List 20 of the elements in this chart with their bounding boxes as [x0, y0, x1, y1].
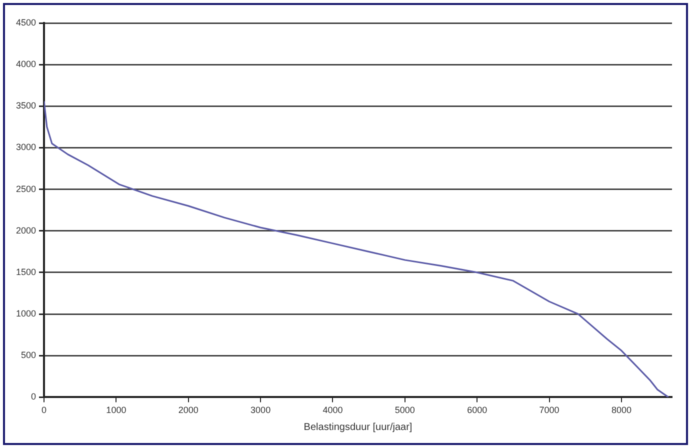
y-tick-label: 2500	[16, 184, 36, 194]
x-axis-title: Belastingsduur [uur/jaar]	[304, 422, 412, 433]
y-tick-label: 0	[31, 392, 36, 402]
y-tick-label: 1500	[16, 266, 36, 277]
y-tick-label: 4500	[16, 17, 36, 28]
y-tick-label: 500	[20, 350, 36, 360]
x-tick-label: 4000	[322, 405, 343, 416]
x-tick-label: 8000	[611, 405, 632, 416]
y-tick-label: 3000	[16, 142, 36, 152]
x-tick-label: 3000	[250, 405, 271, 416]
x-tick-label: 7000	[539, 405, 560, 416]
x-tick-label: 6000	[467, 405, 488, 416]
x-tick-label: 1000	[106, 405, 126, 416]
y-tick-label: 2000	[16, 225, 36, 236]
x-tick-label: 5000	[394, 405, 415, 416]
y-tick-label: 3500	[16, 100, 36, 111]
y-tick-label: 1000	[16, 308, 36, 319]
x-tick-label: 2000	[178, 405, 198, 416]
x-tick-label: 0	[42, 405, 47, 416]
y-tick-label: 4000	[16, 59, 36, 70]
